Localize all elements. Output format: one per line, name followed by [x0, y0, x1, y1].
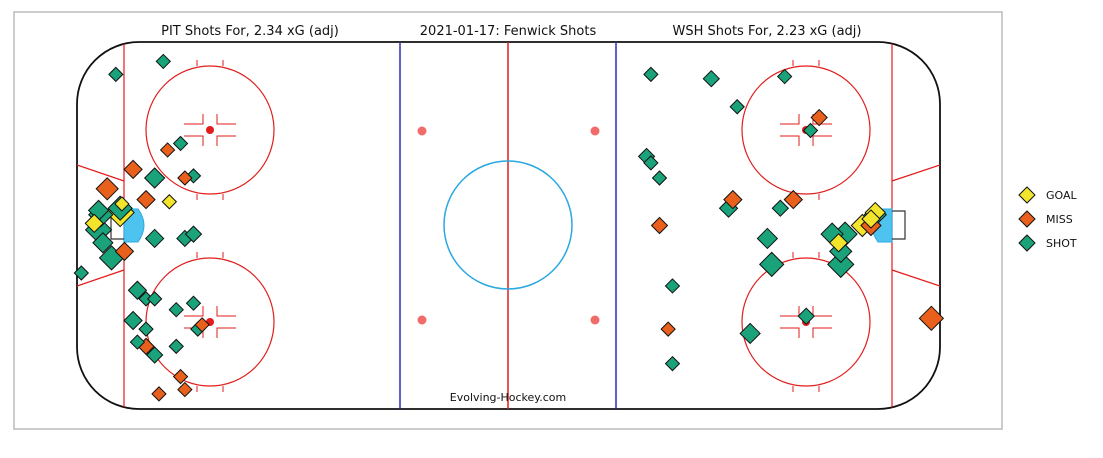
shot-marker-shot — [643, 155, 659, 171]
shot-marker-shot — [168, 338, 184, 355]
shot-marker-shot — [172, 135, 189, 152]
trapezoid-right-top — [891, 164, 940, 182]
neutral-dot — [417, 126, 427, 136]
shot-marker-shot — [127, 280, 148, 300]
center-circle — [443, 160, 573, 290]
shot-marker-shot — [168, 301, 184, 318]
shot-marker-shot — [144, 228, 165, 249]
shot-marker-miss — [918, 305, 945, 332]
neutral-dot — [590, 315, 600, 325]
shot-marker-miss — [810, 108, 828, 127]
shot-marker-shot — [643, 66, 659, 83]
shots-layer — [73, 53, 945, 402]
shot-marker-miss — [194, 317, 210, 333]
shot-marker-shot — [145, 346, 164, 364]
legend: GOAL MISS SHOT — [1018, 186, 1078, 252]
series-pit — [73, 53, 210, 402]
legend-label-goal: GOAL — [1046, 189, 1078, 202]
faceoff-circle-left-top — [145, 60, 275, 200]
goal-net-right — [892, 210, 906, 240]
shot-marker-miss — [177, 381, 193, 398]
shot-marker-shot — [185, 295, 202, 311]
shot-marker-shot — [702, 69, 721, 88]
shot-marker-goal — [84, 213, 104, 234]
shot-marker-shot — [664, 355, 681, 372]
shot-marker-shot — [184, 225, 203, 243]
watermark: Evolving-Hockey.com — [450, 391, 566, 404]
trapezoid-right-bottom — [891, 269, 940, 287]
shot-marker-miss — [159, 142, 176, 158]
legend-label-miss: MISS — [1046, 213, 1073, 226]
shot-marker-miss — [723, 189, 743, 210]
shot-marker-miss — [95, 177, 119, 201]
shot-marker-shot — [138, 321, 154, 337]
shot-marker-miss — [177, 170, 193, 186]
shot-marker-shot — [155, 53, 172, 70]
shot-marker-goal — [114, 196, 130, 212]
neutral-dot — [590, 126, 600, 136]
neutral-dot — [417, 315, 427, 325]
shot-marker-shot — [802, 122, 819, 139]
title-right: WSH Shots For, 2.23 xG (adj) — [673, 24, 862, 39]
shot-marker-shot — [756, 227, 779, 250]
series-wsh — [637, 66, 945, 372]
shot-marker-goal — [861, 209, 881, 229]
shot-marker-miss — [114, 241, 135, 262]
shot-marker-shot — [92, 232, 114, 254]
title-left: PIT Shots For, 2.34 xG (adj) — [161, 24, 339, 39]
shot-marker-shot — [759, 251, 785, 278]
shot-marker-miss — [650, 216, 669, 235]
shot-marker-shot — [776, 68, 793, 85]
shot-marker-shot — [664, 278, 681, 294]
shot-marker-shot — [143, 167, 166, 189]
shot-marker-miss — [123, 159, 143, 180]
legend-marker-miss — [1018, 210, 1036, 228]
shot-marker-shot — [73, 265, 90, 281]
shot-marker-goal — [161, 194, 178, 210]
shot-marker-miss — [660, 321, 676, 337]
legend-marker-shot — [1018, 234, 1036, 252]
trapezoid-left-top — [77, 164, 125, 182]
shot-marker-shot — [129, 334, 146, 350]
title-center: 2021-01-17: Fenwick Shots — [420, 24, 597, 39]
legend-marker-goal — [1018, 186, 1036, 204]
rink-markings — [76, 41, 941, 410]
legend-label-shot: SHOT — [1046, 237, 1077, 250]
trapezoid-left-bottom — [77, 269, 125, 287]
shot-marker-goal — [828, 233, 849, 253]
shot-marker-shot — [651, 170, 668, 186]
shot-marker-shot — [739, 322, 761, 345]
shot-marker-miss — [136, 189, 156, 210]
shot-marker-shot — [771, 199, 790, 217]
shot-marker-shot — [108, 66, 124, 83]
shot-marker-miss — [151, 386, 167, 402]
shot-marker-shot — [123, 310, 143, 331]
shot-marker-shot — [729, 99, 745, 115]
shot-marker-shot — [146, 291, 163, 307]
shot-marker-shot — [797, 307, 815, 325]
shot-marker-miss — [172, 368, 189, 385]
shot-marker-shot — [827, 250, 855, 279]
shot-marker-miss — [783, 189, 803, 210]
